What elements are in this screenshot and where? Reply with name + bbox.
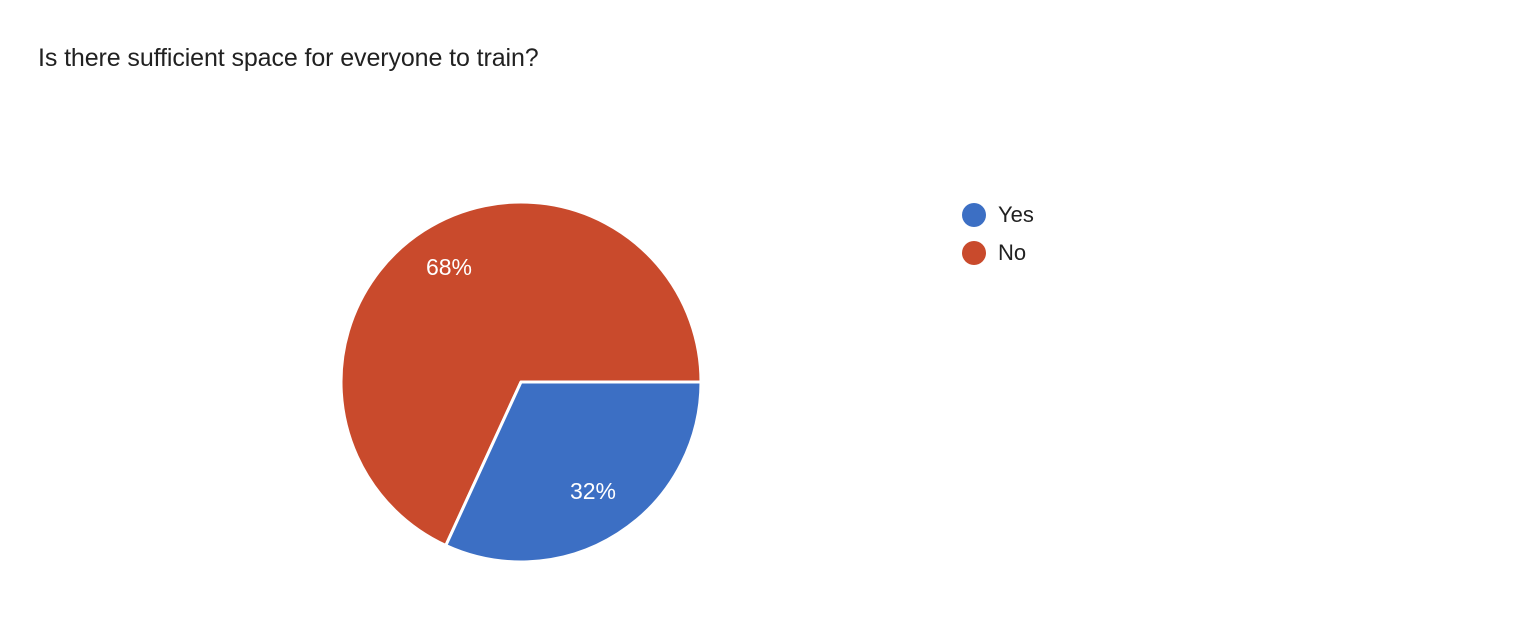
- pie-slice-no[interactable]: [339, 200, 703, 547]
- legend-swatch-no-icon: [962, 241, 986, 265]
- pie-slice-yes[interactable]: [444, 380, 703, 564]
- legend-label-no: No: [998, 240, 1027, 265]
- pie-slice-label-no: 68%: [426, 254, 472, 280]
- legend-label-yes: Yes: [998, 202, 1034, 227]
- legend-swatch-yes-icon: [962, 203, 986, 227]
- chart-title: Is there sufficient space for everyone t…: [38, 44, 539, 72]
- legend-item-yes[interactable]: Yes: [962, 196, 1222, 234]
- legend-item-no[interactable]: No: [962, 234, 1222, 272]
- chart-legend: Yes No: [962, 196, 1222, 272]
- pie-chart-svg: 68% 32%: [339, 200, 703, 564]
- pie-chart-plot-area: 68% 32%: [339, 200, 703, 564]
- pie-slice-label-yes: 32%: [570, 478, 616, 504]
